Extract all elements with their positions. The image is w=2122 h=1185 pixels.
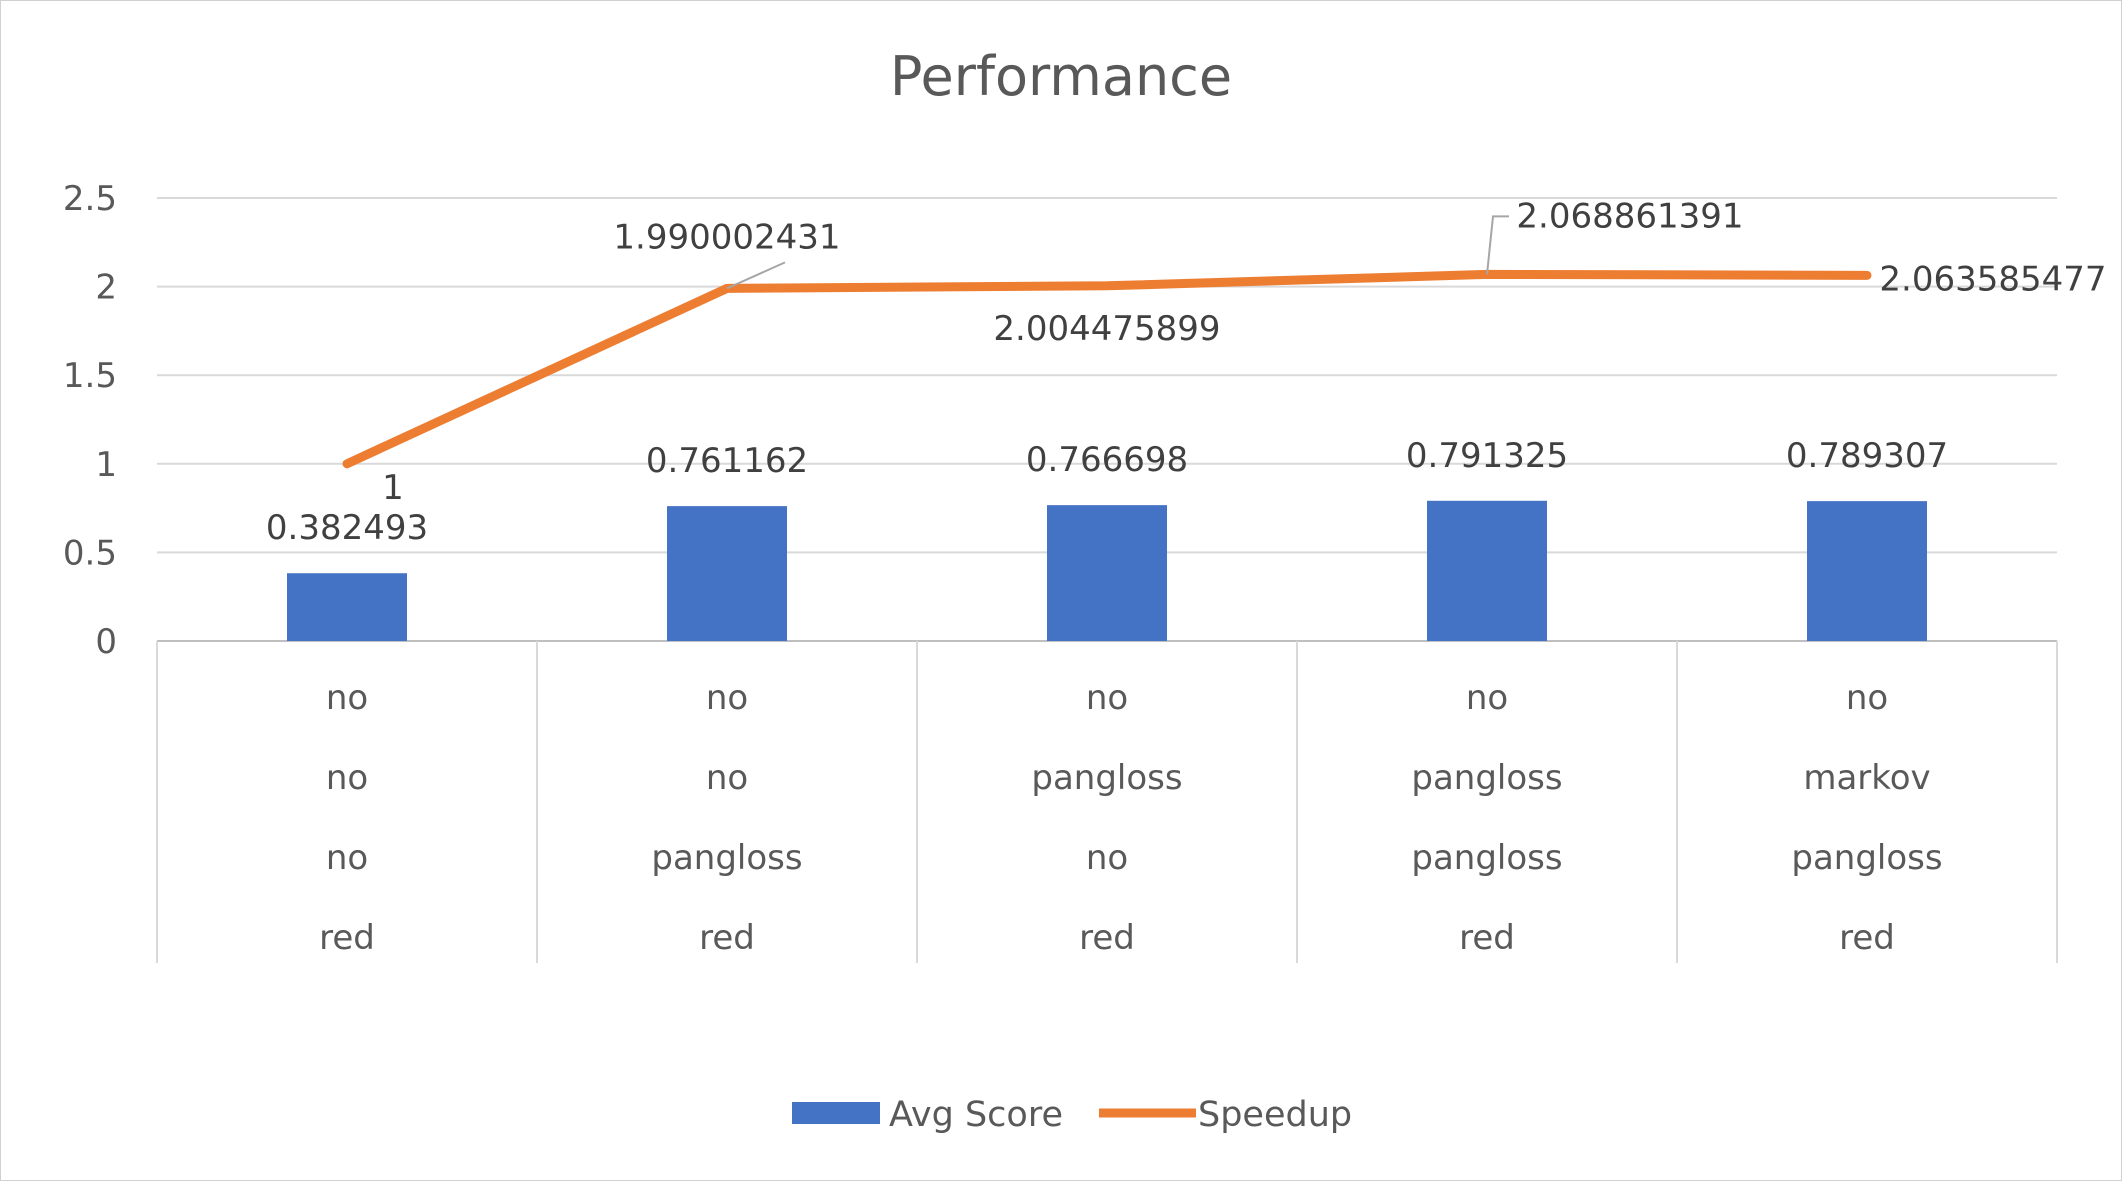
category-label: red bbox=[319, 918, 375, 958]
category-label: no bbox=[706, 678, 748, 718]
leader-line bbox=[726, 261, 786, 290]
data-label-speedup: 1 bbox=[382, 468, 404, 508]
category-label: no bbox=[1086, 678, 1128, 718]
speedup-line-group bbox=[342, 269, 1872, 469]
legend-label-speedup: Speedup bbox=[1198, 1095, 1352, 1135]
y-tick-label: 0.5 bbox=[63, 533, 117, 573]
category-label: no bbox=[326, 678, 368, 718]
data-label-speedup: 2.004475899 bbox=[993, 309, 1220, 349]
category-label: red bbox=[1079, 918, 1135, 958]
bar-avg-score bbox=[1807, 501, 1927, 641]
category-label: no bbox=[326, 758, 368, 798]
avg-score-data-labels: 0.382493 0.761162 0.766698 0.791325 0.789307 bbox=[266, 436, 1948, 548]
category-label: no bbox=[1086, 838, 1128, 878]
speedup-point bbox=[1866, 274, 1868, 277]
data-label-avg-score: 0.789307 bbox=[1786, 436, 1948, 476]
category-label: pangloss bbox=[1411, 758, 1562, 798]
data-label-avg-score: 0.761162 bbox=[646, 441, 808, 481]
y-tick-label: 2 bbox=[95, 268, 117, 308]
leader-line bbox=[1486, 215, 1509, 275]
y-tick-label: 0 bbox=[95, 622, 117, 662]
category-label: red bbox=[699, 918, 755, 958]
speedup-data-labels: 1 1.990002431 2.004475899 2.068861391 2.0635… bbox=[382, 196, 2106, 507]
category-label: no bbox=[1846, 678, 1888, 718]
y-axis-ticks: 0 0.5 1 1.5 2 2.5 bbox=[63, 179, 117, 662]
category-label: no bbox=[706, 758, 748, 798]
y-tick-label: 2.5 bbox=[63, 179, 117, 219]
speedup-point bbox=[346, 462, 348, 465]
data-label-speedup: 1.990002431 bbox=[613, 217, 840, 257]
category-label: no bbox=[1466, 678, 1508, 718]
category-label: no bbox=[326, 838, 368, 878]
legend-swatch-avg-score bbox=[792, 1102, 880, 1124]
speedup-point bbox=[1106, 284, 1108, 287]
y-tick-label: 1 bbox=[95, 445, 117, 485]
data-label-avg-score: 0.382493 bbox=[266, 508, 428, 548]
speedup-line bbox=[342, 269, 1872, 469]
category-label: pangloss bbox=[1031, 758, 1182, 798]
bar-avg-score bbox=[1427, 500, 1547, 641]
data-label-speedup: 2.068861391 bbox=[1516, 196, 1743, 236]
bar-avg-score bbox=[1047, 505, 1167, 641]
y-tick-label: 1.5 bbox=[63, 356, 117, 396]
bar-avg-score bbox=[287, 573, 407, 641]
avg-score-bars bbox=[287, 500, 1927, 641]
category-label: markov bbox=[1803, 758, 1930, 798]
category-label: red bbox=[1839, 918, 1895, 958]
data-label-speedup: 2.063585477 bbox=[1879, 259, 2106, 299]
legend: Avg Score Speedup bbox=[792, 1095, 1352, 1135]
category-label: pangloss bbox=[1791, 838, 1942, 878]
data-label-avg-score: 0.766698 bbox=[1026, 440, 1188, 480]
category-axis: no no no red no no pangloss red no pangloss no red n… bbox=[156, 641, 2058, 963]
legend-label-avg-score: Avg Score bbox=[889, 1095, 1063, 1135]
bar-avg-score bbox=[667, 506, 787, 641]
data-label-avg-score: 0.791325 bbox=[1406, 436, 1568, 476]
category-label: red bbox=[1459, 918, 1515, 958]
category-label: pangloss bbox=[651, 838, 802, 878]
category-label: pangloss bbox=[1411, 838, 1562, 878]
chart-title: Performance bbox=[890, 45, 1232, 108]
